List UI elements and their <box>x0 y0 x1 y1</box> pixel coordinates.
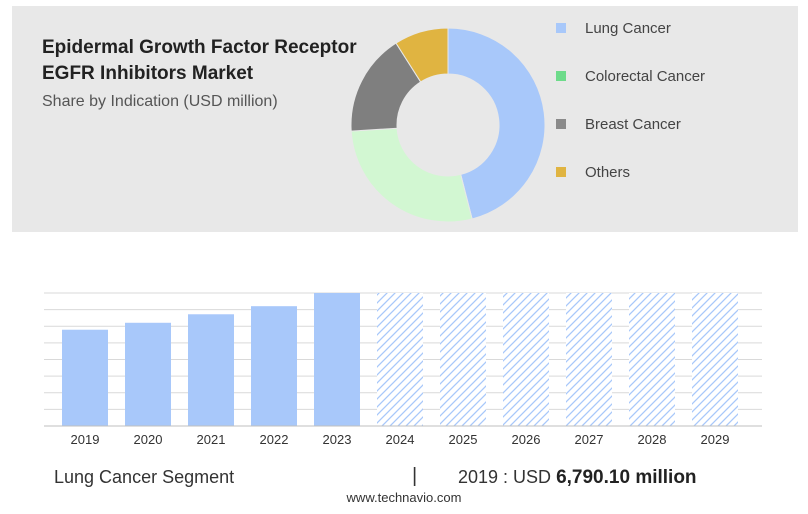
footer: Lung Cancer Segment | 2019 : USD 6,790.1… <box>42 463 762 493</box>
x-tick-label: 2021 <box>197 432 226 447</box>
footer-prefix: 2019 : USD <box>458 467 552 487</box>
legend-swatch <box>556 23 566 33</box>
bar-2021 <box>188 314 234 426</box>
legend-label: Colorectal Cancer <box>585 67 706 85</box>
bar-2023 <box>314 293 360 426</box>
legend-swatch <box>556 71 566 81</box>
legend-swatch <box>556 167 566 177</box>
forecast-bar-2026 <box>503 293 549 426</box>
bar-2019 <box>62 329 108 426</box>
donut-chart <box>350 27 546 223</box>
footer-divider: | <box>412 465 418 487</box>
legend-swatch <box>556 119 566 129</box>
x-tick-label: 2019 <box>71 432 100 447</box>
legend-label: Others <box>585 163 631 181</box>
forecast-bar-2027 <box>566 293 612 426</box>
x-tick-label: 2023 <box>323 432 352 447</box>
footer-value-block: 2019 : USD 6,790.10 million <box>458 467 697 489</box>
x-tick-label: 2026 <box>512 432 541 447</box>
x-tick-label: 2028 <box>638 432 667 447</box>
legend-label: Lung Cancer <box>585 19 671 37</box>
legend-label: Breast Cancer <box>585 115 681 133</box>
donut-slice-colorectal-cancer <box>350 127 473 223</box>
bar-chart: 2019 2020 2021 2022 2023 2024 2025 2026 2027 2028… <box>44 292 762 447</box>
x-tick-label: 2029 <box>701 432 730 447</box>
forecast-bar-2028 <box>629 293 675 426</box>
bar-2022 <box>251 306 297 426</box>
chart-title: Epidermal Growth Factor Receptor EGFR In… <box>42 37 357 84</box>
legend-item-others: Others <box>556 160 630 184</box>
legend-item-lung-cancer: Lung Cancer <box>556 16 671 40</box>
forecast-bar-2024 <box>377 293 423 426</box>
donut-slice-others <box>395 27 449 83</box>
x-tick-label: 2020 <box>134 432 163 447</box>
x-tick-label: 2027 <box>575 432 604 447</box>
forecast-bar-2025 <box>440 293 486 426</box>
footer-value: 6,790.10 million <box>556 467 697 488</box>
legend-item-colorectal-cancer: Colorectal Cancer <box>556 64 705 88</box>
bar-2020 <box>125 322 171 426</box>
x-tick-label: 2024 <box>386 432 415 447</box>
forecast-bar-2029 <box>692 293 738 426</box>
x-tick-label: 2025 <box>449 432 478 447</box>
legend-item-breast-cancer: Breast Cancer <box>556 112 681 136</box>
segment-label: Lung Cancer Segment <box>54 467 235 487</box>
donut-slice-lung-cancer <box>447 27 546 220</box>
chart-subtitle: Share by Indication (USD million) <box>42 93 278 110</box>
x-tick-label: 2022 <box>260 432 289 447</box>
source-url[interactable]: www.technavio.com <box>346 490 462 505</box>
